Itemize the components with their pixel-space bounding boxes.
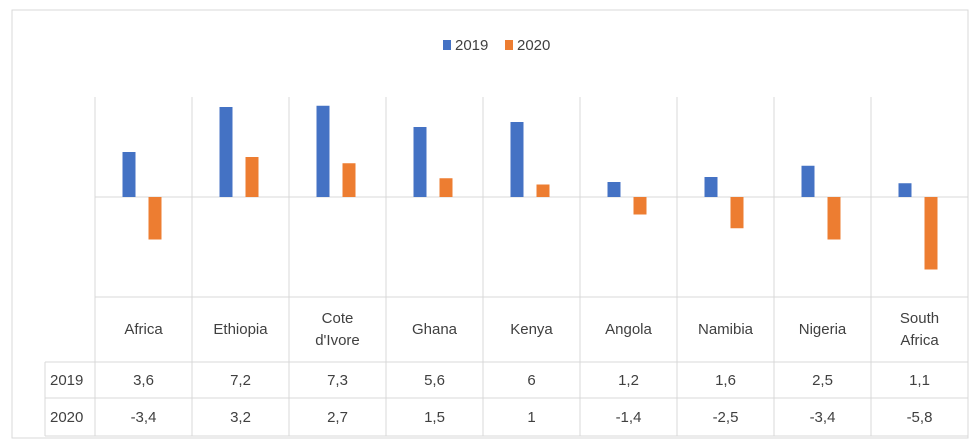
row-header: 2019 bbox=[50, 372, 83, 389]
bar bbox=[924, 197, 938, 270]
bar bbox=[316, 105, 330, 197]
table-value: -3,4 bbox=[131, 409, 157, 426]
category-label: Kenya bbox=[510, 320, 553, 338]
bar bbox=[122, 152, 136, 197]
table-value: -1,4 bbox=[616, 409, 642, 426]
legend-swatch bbox=[443, 40, 451, 50]
table-value: 1,2 bbox=[618, 372, 639, 389]
table-value: 1,5 bbox=[424, 409, 445, 426]
category-label: South Africa bbox=[899, 309, 940, 349]
table-value: 3,2 bbox=[230, 409, 251, 426]
table-value: 2,5 bbox=[812, 372, 833, 389]
table-value: -2,5 bbox=[713, 409, 739, 426]
table-value: -3,4 bbox=[810, 409, 836, 426]
legend-swatch bbox=[505, 40, 513, 50]
table-value: 7,3 bbox=[327, 372, 348, 389]
table-value: 5,6 bbox=[424, 372, 445, 389]
table-value: 1,1 bbox=[909, 372, 930, 389]
bar bbox=[342, 163, 356, 197]
bar bbox=[633, 197, 647, 215]
category-label: Africa bbox=[124, 320, 163, 338]
table-value: 2,7 bbox=[327, 409, 348, 426]
legend-label: 2019 bbox=[455, 37, 488, 54]
legend-label: 2020 bbox=[517, 37, 550, 54]
bar bbox=[219, 107, 233, 197]
bar bbox=[704, 177, 718, 197]
table-value: -5,8 bbox=[907, 409, 933, 426]
category-label: Nigeria bbox=[798, 320, 847, 338]
bar bbox=[730, 197, 744, 229]
category-label: Ethiopia bbox=[213, 320, 268, 338]
bar bbox=[607, 182, 621, 197]
table-value: 3,6 bbox=[133, 372, 154, 389]
bar bbox=[439, 178, 453, 197]
bar bbox=[510, 122, 524, 197]
table-value: 7,2 bbox=[230, 372, 251, 389]
bar bbox=[536, 184, 550, 197]
category-label: Ghana bbox=[411, 320, 458, 338]
table-value: 1,6 bbox=[715, 372, 736, 389]
category-label: Namibia bbox=[697, 320, 754, 338]
bar bbox=[245, 157, 259, 197]
bar bbox=[801, 165, 815, 197]
category-label: Cote d'Ivore bbox=[315, 309, 360, 349]
bar bbox=[898, 183, 912, 197]
table-value: 1 bbox=[527, 409, 535, 426]
bar bbox=[148, 197, 162, 240]
table-value: 6 bbox=[527, 372, 535, 389]
bar bbox=[827, 197, 841, 240]
bar bbox=[413, 127, 427, 197]
category-label: Angola bbox=[605, 320, 652, 338]
row-header: 2020 bbox=[50, 409, 83, 426]
